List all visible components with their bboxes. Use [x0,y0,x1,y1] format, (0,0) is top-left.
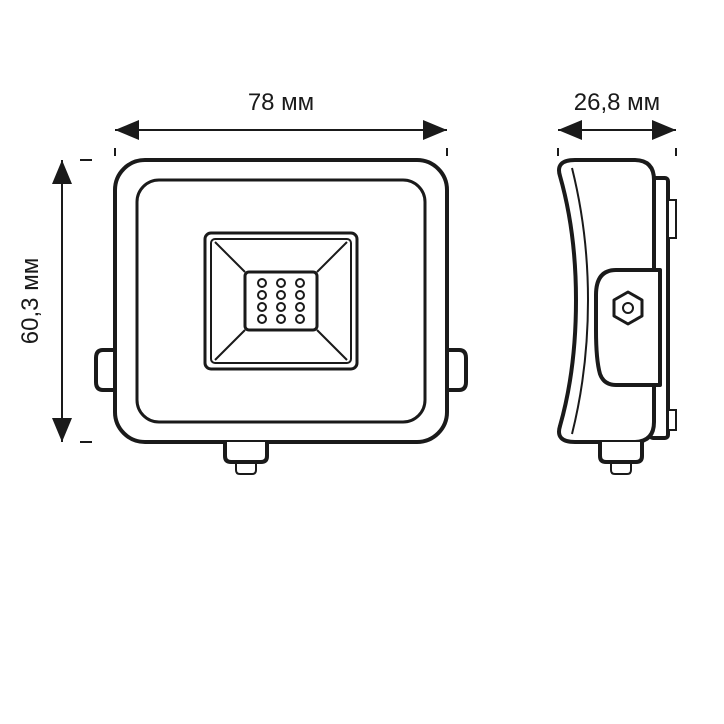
dim-width: 78 мм [115,89,447,156]
front-mount-ear-left [96,350,115,390]
side-bracket-arm [596,270,660,385]
dim-depth-label: 26,8 мм [574,89,660,116]
side-cable-gland-outer [600,442,642,462]
side-hex-bolt [614,292,642,324]
dim-height: 60,3 мм [17,160,92,442]
side-view [559,160,676,474]
dim-width-label: 78 мм [248,89,314,116]
front-mount-ear-right [447,350,466,390]
front-cable-gland-outer [225,442,267,462]
front-view [96,160,466,474]
dim-depth: 26,8 мм [558,89,676,156]
dim-height-label: 60,3 мм [17,258,44,344]
front-body-outer [115,160,447,442]
